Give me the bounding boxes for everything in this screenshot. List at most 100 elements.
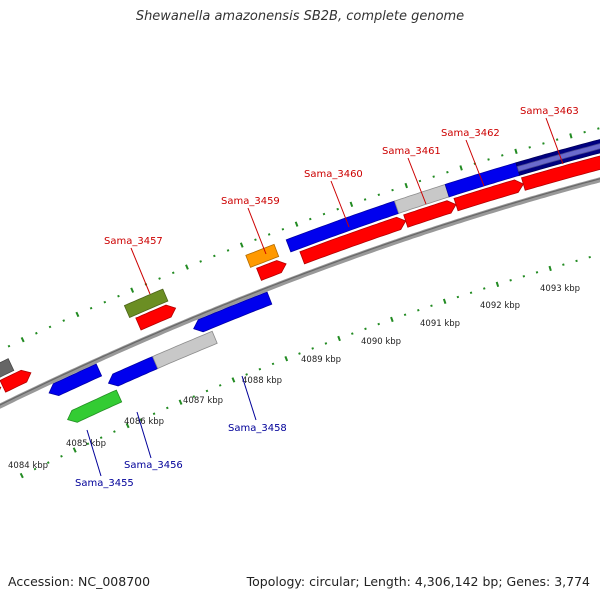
gene-feature-blue (107, 356, 159, 387)
scale-tick (33, 467, 37, 471)
scale-label-kbp: 4093 kbp (540, 284, 580, 294)
scale-tick (86, 442, 90, 446)
scale-label-kbp: 4087 kbp (183, 396, 223, 406)
scale-label-kbp: 4085 kbp (66, 439, 106, 449)
outer-tick (336, 207, 339, 211)
scale-label-kbp: 4092 kbp (480, 301, 520, 311)
outer-tick (254, 238, 257, 242)
outer-tick (239, 242, 244, 248)
outer-tick (185, 264, 189, 270)
outer-tick (226, 249, 230, 252)
accession-text: Accession: NC_008700 (8, 574, 151, 589)
scale-tick (456, 295, 460, 299)
scale-label-kbp: 4089 kbp (301, 355, 341, 365)
gene-label-leader (330, 180, 350, 228)
outer-tick (48, 325, 52, 329)
outer-tick (501, 154, 504, 157)
gene-label: Sama_3456 (124, 460, 183, 471)
gene-label-leader (545, 117, 564, 165)
scale-tick (72, 447, 77, 453)
outer-tick (322, 212, 326, 216)
outer-tick (89, 306, 93, 310)
outer-tick (528, 146, 531, 149)
gene-feature-red (135, 304, 177, 331)
scale-tick (562, 263, 565, 266)
scale-tick (166, 406, 169, 410)
scale-tick (522, 275, 526, 278)
genome-summary-text: Topology: circular; Length: 4,306,142 bp… (246, 574, 590, 589)
scale-tick (99, 436, 103, 439)
scale-tick (324, 342, 328, 345)
outer-tick (391, 188, 394, 192)
scale-tick (430, 304, 433, 308)
outer-tick (418, 179, 422, 183)
scale-tick (178, 399, 183, 405)
scale-tick (205, 389, 209, 393)
outer-tick (583, 130, 586, 134)
scale-tick (298, 352, 301, 355)
scale-tick (258, 367, 262, 371)
gene-feature-blue (193, 291, 273, 333)
gene-label-leader (247, 207, 267, 255)
scale-tick (231, 377, 236, 383)
gene-label-leader (130, 247, 151, 295)
feature-layer (0, 139, 600, 423)
gene-feature-red (299, 216, 407, 265)
scale-tick (535, 271, 539, 274)
scale-tick (364, 327, 367, 331)
outer-tick (62, 319, 66, 322)
outer-tick (130, 287, 135, 293)
outer-tick (103, 300, 107, 304)
outer-tick (446, 170, 449, 174)
outer-tick (117, 294, 120, 298)
outer-tick (35, 331, 38, 335)
outer-tick (267, 233, 271, 236)
scale-tick (19, 472, 24, 479)
scale-tick (351, 332, 354, 335)
label-layer: Sama_3457Sama_3459Sama_3460Sama_3461Sama… (75, 106, 579, 489)
outer-tick (514, 148, 518, 155)
scale-tick (271, 362, 275, 366)
gene-label: Sama_3459 (221, 196, 280, 207)
gene-feature-lightblue (516, 143, 600, 172)
gene-label: Sama_3458 (228, 423, 287, 434)
scale-label-kbp: 4088 kbp (242, 376, 282, 386)
scale-tick (152, 412, 156, 416)
gene-feature-green (67, 389, 123, 423)
gene-label-leader (241, 375, 257, 421)
scale-tick (442, 298, 447, 305)
gene-feature-red (0, 386, 2, 391)
outer-tick (487, 158, 490, 161)
scale-tick (575, 259, 578, 263)
scale-tick (390, 316, 394, 323)
gene-label-leader (465, 139, 485, 187)
scale-tick (139, 418, 143, 421)
scale-tick (218, 384, 222, 387)
gene-feature-red (453, 179, 524, 212)
outer-tick (349, 201, 354, 207)
scale-tick (482, 287, 486, 290)
outer-tick (171, 271, 175, 275)
gene-feature-grey (152, 330, 218, 370)
outer-tick (294, 221, 299, 227)
scale-tick (337, 335, 341, 342)
outer-tick (569, 133, 573, 139)
scale-tick (284, 355, 289, 362)
outer-tick (377, 193, 381, 197)
backbone-layer (0, 177, 600, 409)
scale-tick (377, 322, 380, 326)
scale-tick (403, 313, 407, 317)
scale-label-kbp: 4084 kbp (8, 461, 48, 471)
gene-feature-orange (245, 243, 280, 268)
outer-tick (213, 254, 216, 258)
scale-tick (245, 373, 248, 376)
outer-tick (20, 336, 25, 343)
gene-feature-blue (48, 363, 103, 397)
gene-feature-red (403, 200, 457, 228)
gene-label-leader (136, 411, 152, 459)
scale-tick (125, 422, 130, 429)
gene-label: Sama_3457 (104, 236, 163, 247)
gene-label: Sama_3462 (441, 128, 500, 139)
outer-tick (555, 138, 559, 141)
